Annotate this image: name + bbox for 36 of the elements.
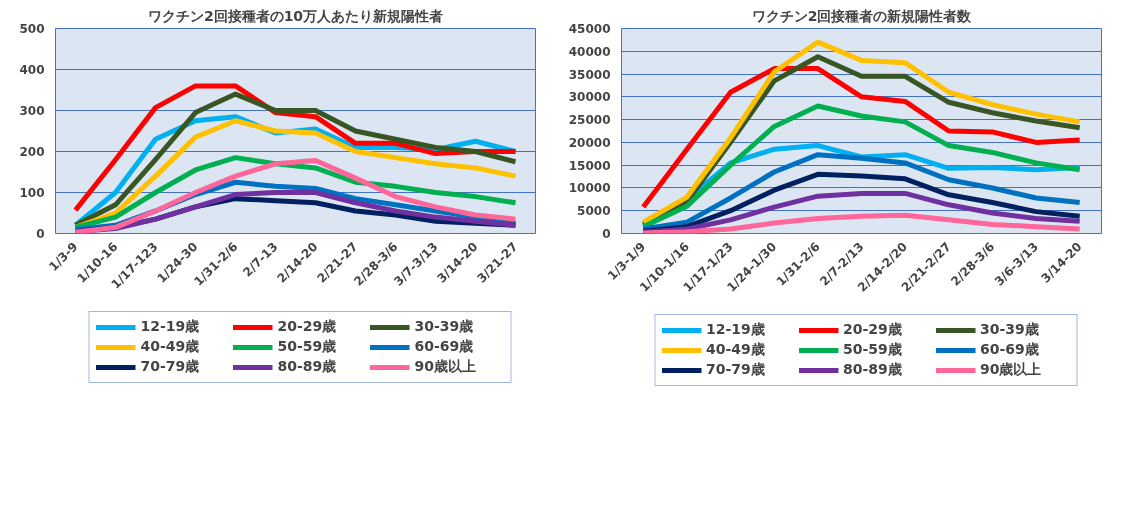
legend-label: 12-19歳 xyxy=(140,317,201,336)
y-tick-label: 40000 xyxy=(568,44,611,59)
legend-label: 70-79歳 xyxy=(706,360,766,379)
legend-label: 90歳以上 xyxy=(980,360,1043,379)
legend-label: 30-39歳 xyxy=(980,320,1040,339)
legend-label: 70-79歳 xyxy=(140,357,201,376)
y-tick-label: 20000 xyxy=(568,135,611,150)
y-tick-label: 500 xyxy=(19,22,45,36)
y-tick-label: 35000 xyxy=(568,67,611,82)
legend-label: 50-59歳 xyxy=(277,337,338,356)
legend-label: 20-29歳 xyxy=(843,320,903,339)
y-tick-label: 200 xyxy=(19,145,45,159)
legend-label: 30-39歳 xyxy=(414,317,475,336)
y-tick-label: 15000 xyxy=(568,158,611,173)
y-tick-label: 10000 xyxy=(568,181,611,196)
legend-label: 12-19歳 xyxy=(706,320,766,339)
y-tick-label: 30000 xyxy=(568,90,611,105)
y-tick-label: 25000 xyxy=(568,113,611,128)
y-tick-label: 5000 xyxy=(577,204,611,219)
legend-label: 40-49歳 xyxy=(140,337,201,356)
chart-title: ワクチン2回接種者の新規陽性者数 xyxy=(751,7,973,24)
legend-label: 60-69歳 xyxy=(414,337,475,356)
y-tick-label: 300 xyxy=(19,104,45,118)
legend-label: 50-59歳 xyxy=(843,340,903,359)
legend-label: 90歳以上 xyxy=(414,357,477,376)
legend-label: 80-89歳 xyxy=(277,357,338,376)
y-tick-label: 0 xyxy=(602,227,611,241)
legend-label: 80-89歳 xyxy=(843,360,903,379)
y-tick-label: 400 xyxy=(19,63,45,77)
chart-title: ワクチン2回接種者の10万人あたり新規陽性者 xyxy=(147,7,444,24)
y-tick-label: 0 xyxy=(36,227,45,241)
legend-label: 20-29歳 xyxy=(277,317,338,336)
y-tick-label: 45000 xyxy=(568,22,611,36)
y-tick-label: 100 xyxy=(19,186,45,200)
legend-label: 40-49歳 xyxy=(706,340,766,359)
legend-label: 60-69歳 xyxy=(980,340,1040,359)
